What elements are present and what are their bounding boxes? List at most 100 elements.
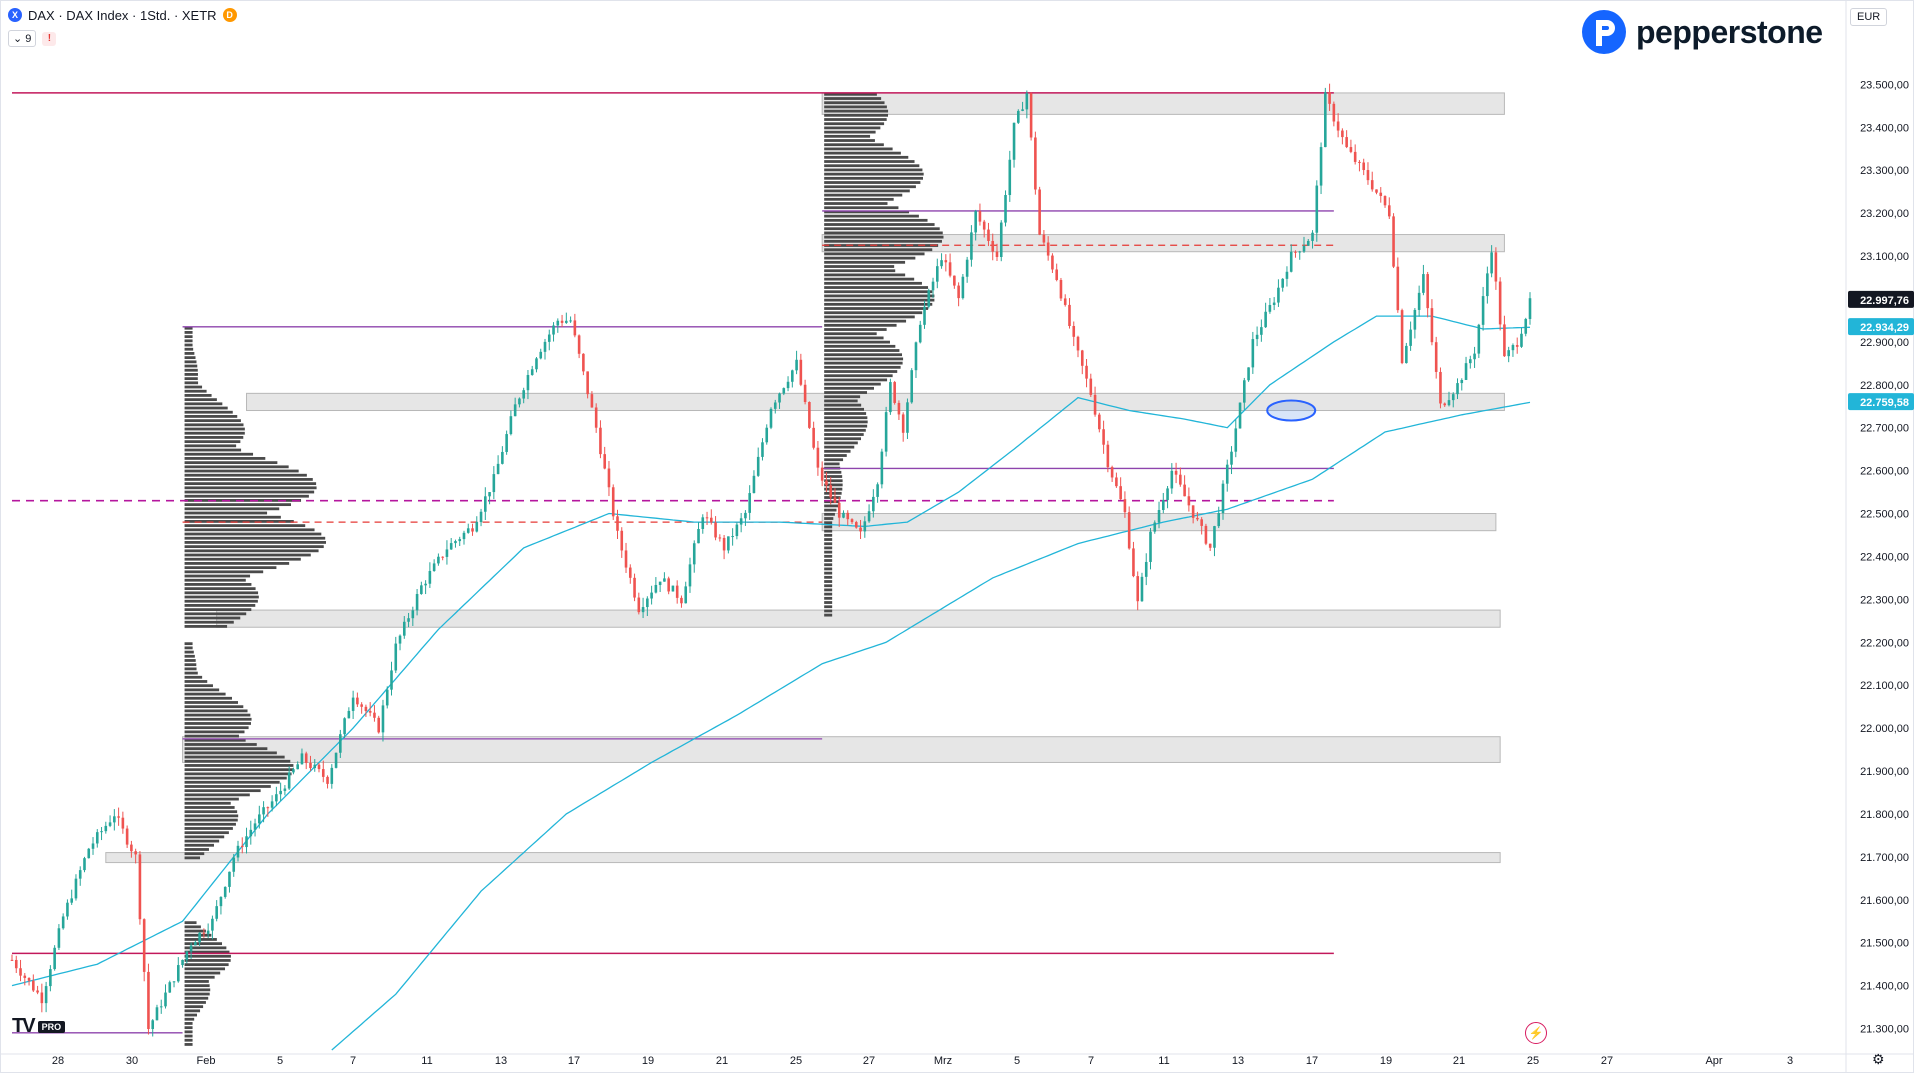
candle [347,710,351,719]
candle [364,706,368,712]
candle [245,836,248,848]
volume-profile-row [184,646,193,650]
price-tick-label: 21.300,00 [1860,1024,1909,1036]
price-tick-label: 21.800,00 [1860,809,1909,821]
candle [1341,130,1344,138]
candle [1260,327,1263,335]
volume-profile-row [184,730,245,734]
candle [1362,162,1366,171]
volume-profile-row [824,391,868,394]
candle [1068,304,1071,327]
indicator-toggle[interactable]: ⌄ 9 [8,30,37,47]
ma-slow-badge-bg [1848,393,1914,411]
time-tick-label: 17 [568,1055,580,1067]
volume-profile-row [184,431,245,435]
candle [1366,170,1370,181]
candle [633,577,636,598]
volume-profile-row [184,419,241,423]
candle [509,416,513,435]
candle [78,870,82,879]
volume-profile-row [184,835,225,839]
candle [1012,122,1016,160]
candle [159,1006,163,1008]
volume-profile-row [824,496,841,499]
candle [710,517,713,523]
volume-profile-row [824,239,942,243]
volume-profile-row [824,349,900,352]
volume-profile-row [824,609,833,613]
volume-profile-row [824,479,843,483]
volume-profile-row [824,584,833,588]
candle [1289,251,1293,272]
volume-profile-row [184,654,195,658]
volume-profile-row [824,164,920,168]
volume-profile-row [184,814,239,818]
candle [982,221,986,230]
candle [1213,526,1216,548]
candle [646,598,649,608]
candle [931,281,935,291]
symbol-icon[interactable]: X [8,8,22,22]
volume-profile-row [184,482,317,486]
volume-profile-row [184,587,256,591]
indicator-count: 9 [25,33,32,45]
candle [722,537,726,551]
candle [906,402,909,433]
chart-title[interactable]: DAX · DAX Index · 1Std. · XETR [28,7,217,23]
session-badge[interactable]: D [222,8,237,22]
candle [799,359,803,385]
volume-profile-row [824,370,898,373]
candle [744,512,747,519]
candle [407,618,410,622]
volume-profile-row [184,494,309,498]
volume-profile-row [824,227,940,231]
volume-profile-row [824,223,935,226]
candle [1503,324,1506,357]
candle [680,597,683,604]
volume-profile-row [184,583,252,586]
volume-profile-row [184,827,233,830]
volume-profile-row [184,1005,204,1009]
candle [292,769,295,773]
candle [420,585,423,594]
lightning-icon[interactable]: ⚡ [1525,1022,1547,1044]
candle [32,980,35,991]
tradingview-logo: TV PRO [12,1015,66,1038]
alert-badge[interactable]: ! [42,31,57,46]
ma-fast-line [11,315,1531,987]
volume-profile-row [184,389,207,393]
gear-icon[interactable]: ⚙ [1872,1051,1885,1067]
price-tick-label: 22.100,00 [1860,680,1909,692]
candle [1230,451,1233,465]
candle [283,788,287,791]
volume-profile-row [184,722,251,725]
time-tick-label: 7 [1088,1055,1094,1067]
candle [893,382,896,403]
candle [458,539,462,542]
volume-profile-row [824,97,882,100]
currency-label[interactable]: EUR [1850,8,1888,26]
candle [705,517,709,519]
volume-profile-row [824,449,851,453]
volume-profile-row [824,512,835,516]
price-tick-label: 22.800,00 [1860,380,1909,392]
ellipse-marker [1266,399,1317,422]
candle [1059,279,1063,299]
candle [1498,281,1502,325]
volume-profile-row [184,852,205,856]
candle [147,971,150,1029]
candle [1119,486,1122,500]
volume-profile-row [184,356,196,360]
candle [974,211,977,233]
candle [1332,103,1336,122]
candle [718,537,722,539]
volume-profile-row [824,458,844,462]
candle [368,711,372,713]
candle [667,578,670,592]
volume-profile-row [184,1009,201,1013]
candle [1443,403,1447,406]
volume-profile-row [824,147,893,151]
volume-profile-row [184,831,229,835]
volume-profile-row [824,231,943,235]
